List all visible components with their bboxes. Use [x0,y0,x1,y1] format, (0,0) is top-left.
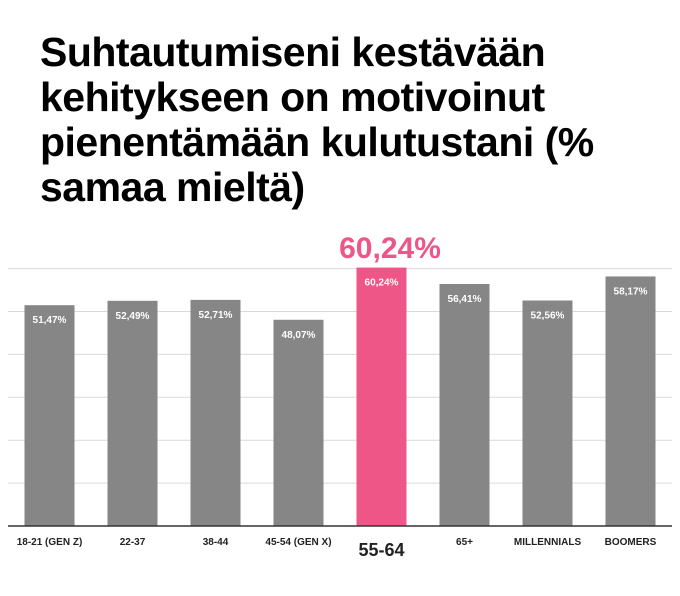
value-label: 48,07% [282,330,316,341]
category-label: BOOMERS [605,537,657,548]
bar-65 [439,284,490,526]
value-label: 52,56% [531,311,565,322]
chart-title: Suhtautumiseni kestävään kehitykseen on … [40,29,594,210]
category-label: 22-37 [120,537,146,548]
value-label: 60,24% [365,278,399,289]
value-label: 51,47% [33,315,67,326]
bar-22-37 [107,300,158,526]
category-labels: 18-21 (GEN Z) 22-37 38-44 45-54 (GEN X) 55-6… [17,537,657,560]
bars [24,267,656,526]
value-label: 52,49% [116,311,150,322]
highlight-value-label: 60,24% [339,232,441,265]
category-label: 38-44 [203,537,229,548]
value-label: 56,41% [448,294,482,305]
bar-boomers [605,276,656,526]
category-label: 65+ [456,537,473,548]
bar-18-21-gen-z [24,305,75,526]
value-label: 52,71% [199,310,233,321]
category-label: 18-21 (GEN Z) [17,537,83,548]
bar-45-54-gen-x [273,319,324,526]
category-label: 55-64 [358,540,404,560]
value-label: 58,17% [614,286,648,297]
bar-millennials [522,300,573,526]
bar-38-44 [190,299,241,526]
category-label: 45-54 (GEN X) [265,537,331,548]
category-label: MILLENNIALS [514,537,582,548]
bar-55-64 [356,267,407,526]
value-labels: 51,47% 52,49% 52,71% 48,07% 60,24% 56,41% 52,5… [33,278,648,341]
